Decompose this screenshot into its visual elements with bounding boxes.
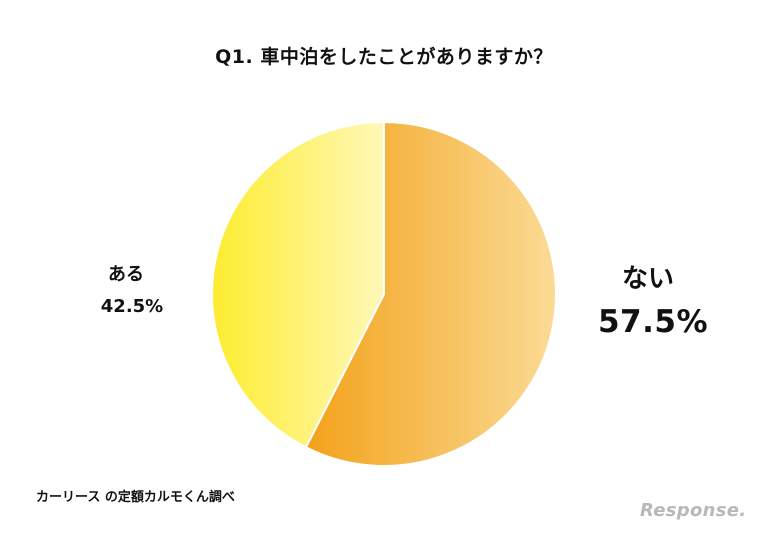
slice-value-nai: 57.5% — [597, 304, 709, 340]
source-note: カーリース の定額カルモくん調べ — [36, 490, 235, 505]
slice-value-aru: 42.5% — [100, 296, 164, 317]
response-logo: Response. — [640, 500, 747, 521]
pie-slice-aru — [211, 120, 385, 449]
slice-label-nai: ない — [621, 264, 674, 294]
pie-slice-nai — [304, 120, 557, 467]
slice-label-aru: ある — [108, 264, 144, 285]
chart-title: Q1. 車中泊をしたことがありますか？ — [215, 46, 553, 68]
